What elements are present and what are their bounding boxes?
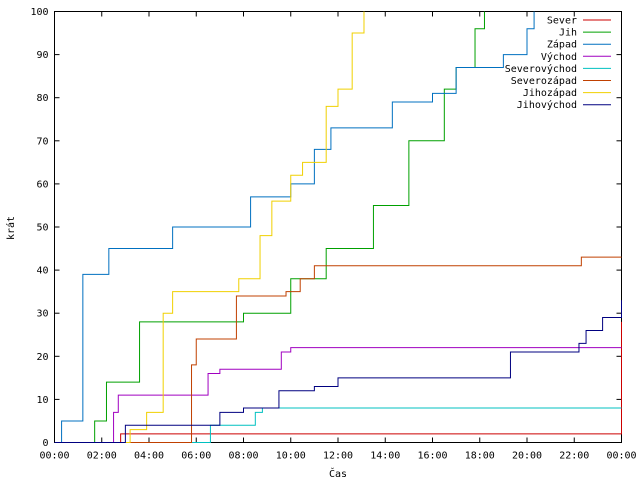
series-lines [54,11,622,443]
y-axis-label: krát [5,216,17,240]
y-tick-label: 100 [30,7,48,18]
x-tick-label: 16:00 [417,451,447,462]
x-tick-label: 02:00 [87,451,117,462]
series-line-3 [54,11,535,443]
axis-ticks: 0 10 20 30 40 50 60 70 80 90 100 00:00 02:00 04:00 06:… [30,7,636,462]
y-tick-label: 60 [36,179,48,190]
y-tick-label: 40 [36,266,48,277]
series-line-8 [54,300,622,443]
x-tick-label: 08:00 [228,451,258,462]
x-tick-label: 22:00 [559,451,589,462]
legend-label-3: Západ [547,39,577,51]
legend-label-7: Jihozápad [523,87,577,99]
series-line-5 [54,407,622,443]
legend-label-4: Východ [541,51,577,63]
x-tick-label: 00:00 [39,451,69,462]
y-tick-label: 20 [36,352,48,363]
x-tick-label: 06:00 [181,451,211,462]
x-tick-label: 10:00 [276,451,306,462]
x-tick-label: 14:00 [370,451,400,462]
legend-label-1: Sever [547,16,577,27]
x-tick-label: 00:00 [606,451,636,462]
legend-label-8: Jihovýchod [517,99,577,111]
legend-label-6: Severozápad [511,75,577,87]
legend-label-5: Severovýchod [505,63,577,75]
series-line-7 [54,11,365,443]
y-tick-label: 90 [36,50,48,61]
x-tick-label: 20:00 [512,451,542,462]
legend-label-2: Jih [559,28,577,39]
y-tick-label: 30 [36,309,48,320]
series-line-4 [54,347,622,443]
x-tick-label: 18:00 [465,451,495,462]
legend: SeverJihZápadVýchodSeverovýchodSeverozáp… [505,16,611,111]
series-line-6 [54,256,622,443]
y-tick-label: 50 [36,223,48,234]
y-tick-label: 10 [36,395,48,406]
y-tick-label: 70 [36,136,48,147]
x-tick-label: 12:00 [323,451,353,462]
y-tick-label: 0 [42,438,48,449]
y-tick-label: 80 [36,93,48,104]
x-tick-label: 04:00 [134,451,164,462]
x-axis-label: Čas [329,467,347,480]
